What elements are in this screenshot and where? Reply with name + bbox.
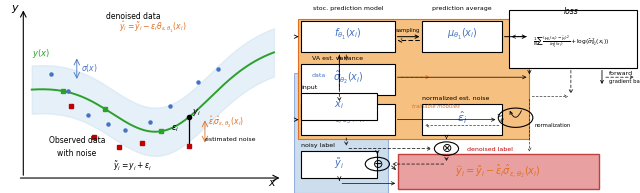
Bar — [422, 104, 502, 135]
Text: gradient back-prop.: gradient back-prop. — [609, 79, 640, 84]
Bar — [301, 104, 395, 135]
Text: $x_i$: $x_i$ — [334, 99, 344, 111]
Text: $\hat{\varepsilon}_i$: $\hat{\varepsilon}_i$ — [457, 110, 467, 126]
Text: $\mu_{\theta_1}(x_i)$: $\mu_{\theta_1}(x_i)$ — [447, 27, 477, 42]
Bar — [301, 93, 378, 120]
Text: data: data — [312, 73, 326, 78]
Text: trainable modules: trainable modules — [412, 104, 460, 109]
Text: denoised label: denoised label — [467, 146, 513, 152]
Text: noisy label: noisy label — [301, 143, 335, 148]
Text: $\otimes$: $\otimes$ — [441, 142, 452, 155]
Text: $\varepsilon_i$: $\varepsilon_i$ — [171, 124, 179, 134]
Text: $y(x)$: $y(x)$ — [32, 47, 50, 60]
Bar — [294, 73, 388, 193]
Text: VA est. variance: VA est. variance — [312, 56, 363, 61]
Text: $\tilde{y}_i = y_i + \varepsilon_i$: $\tilde{y}_i = y_i + \varepsilon_i$ — [113, 159, 152, 173]
Text: $\ominus$: $\ominus$ — [372, 157, 383, 171]
Bar — [301, 64, 395, 95]
Text: Observed data: Observed data — [49, 136, 105, 145]
Text: $\hat{\sigma}_{\theta_2}(x_i)$: $\hat{\sigma}_{\theta_2}(x_i)$ — [333, 69, 364, 86]
Bar — [422, 21, 502, 52]
Text: $\frac{1}{N}\sum\frac{(\mu_{\theta_1}(x_i)-\hat{y}_i)^2}{\hat{\sigma}^2_{\theta_: $\frac{1}{N}\sum\frac{(\mu_{\theta_1}(x_… — [533, 34, 609, 51]
Bar — [301, 151, 378, 178]
Text: sampling: sampling — [396, 28, 420, 33]
Text: with noise: with noise — [57, 149, 97, 158]
Bar — [398, 154, 598, 189]
Text: prediction average: prediction average — [432, 6, 492, 11]
Text: normalization: normalization — [534, 123, 571, 128]
Text: $\sigma(x)$: $\sigma(x)$ — [81, 62, 98, 74]
Bar — [298, 19, 529, 139]
Text: loss: loss — [563, 7, 579, 15]
Text: $\hat{y}_i=\tilde{y}_i-\varepsilon_i\theta_{\epsilon,\theta_1}(x_i)$: $\hat{y}_i=\tilde{y}_i-\varepsilon_i\the… — [119, 20, 186, 35]
Text: forward: forward — [609, 71, 633, 76]
Text: stoc. prediction model: stoc. prediction model — [313, 6, 383, 11]
Text: $x$: $x$ — [268, 178, 276, 188]
Text: $\hat{\sigma}_{\epsilon,\theta_3}(x_i)$: $\hat{\sigma}_{\epsilon,\theta_3}(x_i)$ — [329, 109, 367, 126]
Text: $y_i$: $y_i$ — [192, 107, 201, 118]
Text: $\widehat{y}_i=\tilde{y}_i-\hat{\varepsilon}_i\hat{\sigma}_{\epsilon,\theta_2}(x: $\widehat{y}_i=\tilde{y}_i-\hat{\varepsi… — [456, 163, 541, 180]
Text: DVA est. variance: DVA est. variance — [312, 96, 367, 101]
Bar — [301, 21, 395, 52]
Text: $\tilde{y}_i$: $\tilde{y}_i$ — [334, 156, 344, 171]
Bar — [509, 10, 637, 68]
Text: input: input — [301, 85, 317, 90]
Text: denoised data: denoised data — [106, 12, 161, 21]
Text: $y$: $y$ — [11, 3, 20, 15]
Text: normalized est. noise: normalized est. noise — [422, 96, 490, 101]
Text: $f_{\theta_1}(x_i)$: $f_{\theta_1}(x_i)$ — [334, 27, 362, 42]
Text: estimated noise: estimated noise — [205, 137, 255, 142]
Text: $\hat{\varepsilon}_i\hat{\sigma}_{\epsilon,\theta_2}(x_i)$: $\hat{\varepsilon}_i\hat{\sigma}_{\epsil… — [208, 115, 244, 130]
